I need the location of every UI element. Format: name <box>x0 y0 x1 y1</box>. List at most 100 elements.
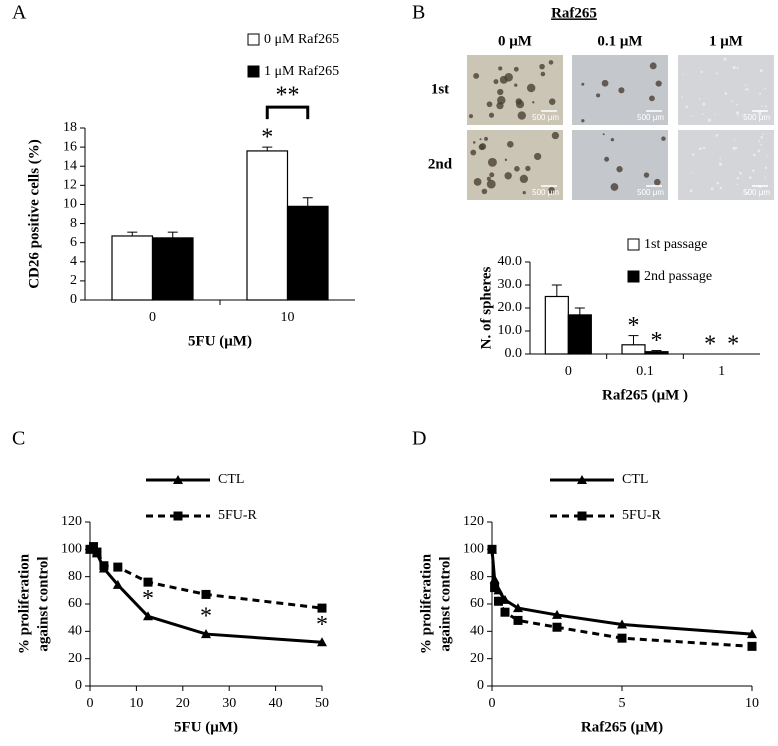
photo-speck <box>515 100 525 109</box>
legend-label: 0 μM Raf265 <box>264 32 339 47</box>
legend-marker <box>577 475 587 484</box>
photo-speck <box>702 112 704 115</box>
data-point <box>617 619 627 629</box>
photo-speck <box>486 101 493 108</box>
photo-speck <box>654 178 661 186</box>
x-tick-label: 20 <box>176 696 190 711</box>
photo-speck <box>596 93 601 98</box>
x-axis-label: Raf265 (μM) <box>581 719 663 735</box>
panel-label: D <box>412 428 426 450</box>
legend-label: 1 μM Raf265 <box>264 64 339 79</box>
photo-speck <box>734 146 738 150</box>
legend-swatch <box>627 238 640 251</box>
photo-speck <box>481 188 488 195</box>
y-tick-label: 20 <box>470 651 484 666</box>
photo-speck <box>504 158 508 162</box>
photo-speck <box>488 112 495 118</box>
data-point <box>99 561 109 571</box>
legend-marker <box>173 475 183 484</box>
legend-label: 1st passage <box>644 237 707 252</box>
photo-speck <box>604 156 610 162</box>
scale-label: 500 μm <box>743 113 770 122</box>
photo-speck <box>723 57 727 61</box>
photo-speck <box>761 105 763 108</box>
photo-speck <box>616 166 623 173</box>
column-label: 1 μM <box>709 33 743 49</box>
photo-speck <box>719 157 721 160</box>
photo-speck <box>698 147 702 151</box>
x-tick-label: 0 <box>565 364 572 379</box>
sphere-photo <box>678 130 774 200</box>
y-tick-label: 20 <box>68 651 82 666</box>
bar <box>286 205 329 301</box>
photo-speck <box>737 115 739 117</box>
photo-speck <box>685 105 688 109</box>
y-tick-label: 18 <box>63 120 77 135</box>
photo-speck <box>539 63 545 70</box>
bar <box>544 295 569 355</box>
legend-label: CTL <box>218 472 244 487</box>
y-tick-label: 120 <box>463 514 484 529</box>
y-axis-label: against control <box>35 556 51 651</box>
x-tick-label: 1 <box>718 364 725 379</box>
legend-label: 5FU-R <box>218 508 258 523</box>
y-tick-label: 0 <box>70 292 77 307</box>
photo-speck <box>700 70 703 74</box>
photo-speck <box>513 66 519 72</box>
data-point <box>201 589 211 599</box>
bar <box>151 237 194 301</box>
data-point <box>88 542 98 552</box>
data-point <box>143 577 153 587</box>
photo-speck <box>745 191 749 195</box>
column-label: 0 μM <box>498 33 532 49</box>
row-label: 1st <box>431 81 449 97</box>
photo-speck <box>718 162 723 166</box>
photo-speck <box>601 79 609 87</box>
bar <box>111 235 154 301</box>
legend-marker <box>577 511 587 521</box>
photo-speck <box>707 118 712 122</box>
x-tick-label: 0.1 <box>636 364 654 379</box>
photo-speck <box>517 111 526 120</box>
y-tick-label: 16 <box>63 139 77 154</box>
photo-speck <box>752 169 755 173</box>
y-tick-label: 4 <box>70 254 77 269</box>
x-tick-label: 0 <box>149 310 156 325</box>
scale-label: 500 μm <box>743 188 770 197</box>
photo-speck <box>719 186 723 190</box>
photo-speck <box>486 176 491 181</box>
data-point <box>513 615 523 625</box>
significance-mark: * <box>727 332 739 358</box>
sphere-photo <box>572 130 668 200</box>
photo-speck <box>497 95 506 105</box>
y-tick-label: 2 <box>70 273 77 288</box>
scale-label: 500 μm <box>637 188 664 197</box>
x-tick-label: 30 <box>222 696 236 711</box>
x-tick-label: 10 <box>129 696 143 711</box>
y-tick-label: 8 <box>70 216 77 231</box>
photo-speck <box>736 183 739 186</box>
significance-mark: * <box>704 332 716 358</box>
y-tick-label: 10.0 <box>498 323 523 338</box>
x-axis-label: Raf265 (μM ) <box>602 387 688 403</box>
panel-label: B <box>412 2 425 24</box>
photo-speck <box>504 172 512 180</box>
photo-speck <box>548 60 554 65</box>
photo-speck <box>602 133 605 136</box>
photo-speck <box>710 187 714 191</box>
photo-speck <box>682 73 684 76</box>
photo-speck <box>691 172 693 174</box>
legend-label: 5FU-R <box>622 508 662 523</box>
photo-speck <box>764 88 767 90</box>
photo-speck <box>749 176 752 179</box>
photo-speck <box>649 62 657 70</box>
y-tick-label: 40.0 <box>498 254 523 269</box>
data-point <box>201 629 211 639</box>
significance-mark: * <box>628 313 640 339</box>
photo-speck <box>519 174 529 184</box>
y-tick-label: 60 <box>470 596 484 611</box>
photo-speck <box>610 183 619 191</box>
photo-speck <box>745 88 749 91</box>
photo-speck <box>691 153 695 156</box>
photo-speck <box>744 89 746 91</box>
